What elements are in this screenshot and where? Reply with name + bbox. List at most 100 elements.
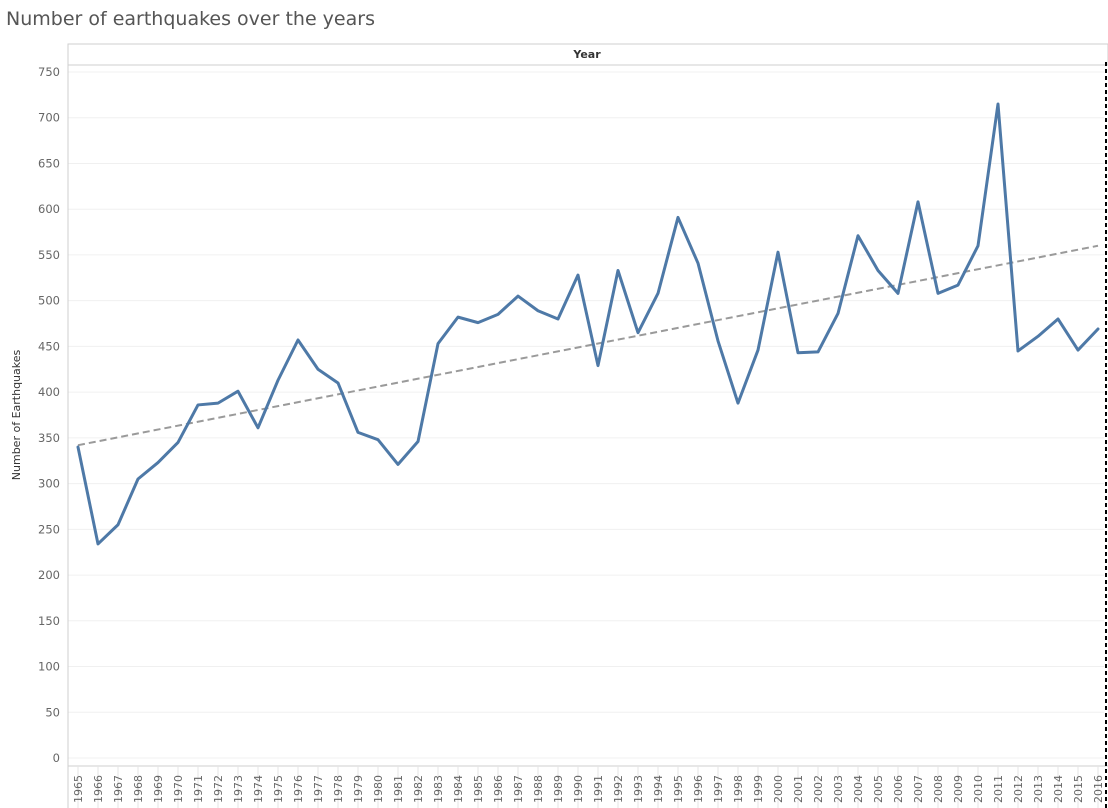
data-point-1971[interactable] [197, 403, 200, 406]
x-tick-2001: 2001 [792, 775, 805, 803]
data-point-2002[interactable] [817, 350, 820, 353]
y-axis-title: Number of Earthquakes [10, 350, 23, 481]
data-point-1980[interactable] [377, 438, 380, 441]
x-tick-2010: 2010 [972, 775, 985, 803]
x-tick-1967: 1967 [112, 775, 125, 803]
data-point-2004[interactable] [857, 234, 860, 237]
data-point-2016[interactable] [1097, 328, 1100, 331]
x-tick-1977: 1977 [312, 775, 325, 803]
x-tick-1966: 1966 [92, 775, 105, 803]
y-tick-350: 350 [38, 431, 60, 445]
data-point-1974[interactable] [257, 426, 260, 429]
data-point-2007[interactable] [917, 200, 920, 203]
x-tick-1999: 1999 [752, 775, 765, 803]
y-tick-550: 550 [38, 248, 60, 262]
data-point-1991[interactable] [597, 364, 600, 367]
data-point-1988[interactable] [537, 309, 540, 312]
x-tick-1988: 1988 [532, 775, 545, 803]
chart-title: Number of earthquakes over the years [6, 8, 375, 30]
y-tick-200: 200 [38, 568, 60, 582]
x-axis-title: Year [572, 48, 601, 61]
x-tick-1998: 1998 [732, 775, 745, 803]
data-point-1979[interactable] [357, 431, 360, 434]
data-point-1984[interactable] [457, 316, 460, 319]
data-point-2005[interactable] [877, 269, 880, 272]
data-point-1982[interactable] [417, 440, 420, 443]
data-point-2014[interactable] [1057, 317, 1060, 320]
x-tick-1997: 1997 [712, 775, 725, 803]
data-point-1983[interactable] [437, 342, 440, 345]
data-point-1999[interactable] [757, 349, 760, 352]
data-point-1998[interactable] [737, 402, 740, 405]
x-tick-1982: 1982 [412, 775, 425, 803]
data-point-1977[interactable] [317, 368, 320, 371]
x-tick-1985: 1985 [472, 775, 485, 803]
data-point-1966[interactable] [97, 542, 100, 545]
x-tick-2011: 2011 [992, 775, 1005, 803]
data-point-1970[interactable] [177, 441, 180, 444]
data-point-1969[interactable] [157, 461, 160, 464]
y-tick-700: 700 [38, 111, 60, 125]
data-point-2009[interactable] [957, 284, 960, 287]
data-point-2003[interactable] [837, 312, 840, 315]
y-tick-500: 500 [38, 294, 60, 308]
y-tick-100: 100 [38, 660, 60, 674]
data-point-1989[interactable] [557, 317, 560, 320]
x-tick-2015: 2015 [1072, 775, 1085, 803]
x-tick-1976: 1976 [292, 775, 305, 803]
y-tick-250: 250 [38, 522, 60, 536]
x-tick-2000: 2000 [772, 775, 785, 803]
data-point-1990[interactable] [577, 274, 580, 277]
data-point-2000[interactable] [777, 251, 780, 254]
data-point-2012[interactable] [1017, 349, 1020, 352]
data-point-1986[interactable] [497, 313, 500, 316]
x-tick-2014: 2014 [1052, 775, 1065, 803]
x-tick-2013: 2013 [1032, 775, 1045, 803]
data-point-1967[interactable] [117, 523, 120, 526]
data-point-2010[interactable] [977, 244, 980, 247]
data-point-1992[interactable] [617, 269, 620, 272]
data-point-1972[interactable] [217, 402, 220, 405]
data-point-1965[interactable] [77, 446, 80, 449]
data-point-2013[interactable] [1037, 335, 1040, 338]
data-point-1994[interactable] [657, 292, 660, 295]
x-tick-2009: 2009 [952, 775, 965, 803]
x-tick-1994: 1994 [652, 775, 665, 803]
data-point-2008[interactable] [937, 292, 940, 295]
x-tick-1993: 1993 [632, 775, 645, 803]
x-tick-1987: 1987 [512, 775, 525, 803]
x-tick-1979: 1979 [352, 775, 365, 803]
data-point-1976[interactable] [297, 338, 300, 341]
data-point-1995[interactable] [677, 216, 680, 219]
x-tick-2012: 2012 [1012, 775, 1025, 803]
x-tick-1991: 1991 [592, 775, 605, 803]
data-point-1985[interactable] [477, 321, 480, 324]
data-point-1975[interactable] [277, 379, 280, 382]
data-point-1973[interactable] [237, 390, 240, 393]
data-point-1993[interactable] [637, 331, 640, 334]
x-tick-1984: 1984 [452, 775, 465, 803]
x-tick-1973: 1973 [232, 775, 245, 803]
data-point-1978[interactable] [337, 381, 340, 384]
data-point-2001[interactable] [797, 351, 800, 354]
x-tick-1974: 1974 [252, 775, 265, 803]
data-point-1997[interactable] [717, 339, 720, 342]
x-tick-1968: 1968 [132, 775, 145, 803]
data-point-1987[interactable] [517, 295, 520, 298]
x-tick-1992: 1992 [612, 775, 625, 803]
gridlines [68, 71, 1104, 759]
data-point-2011[interactable] [997, 103, 1000, 106]
data-point-2006[interactable] [897, 292, 900, 295]
y-tick-labels: 0 50 100 150 200 250 300 350 400 450 500 550 600 650 7… [38, 65, 60, 765]
data-point-2015[interactable] [1077, 349, 1080, 352]
x-tick-2004: 2004 [852, 775, 865, 803]
data-point-1981[interactable] [397, 463, 400, 466]
data-point-1968[interactable] [137, 478, 140, 481]
x-tick-1995: 1995 [672, 775, 685, 803]
y-tick-600: 600 [38, 202, 60, 216]
x-tick-1980: 1980 [372, 775, 385, 803]
y-tick-50: 50 [45, 705, 60, 719]
data-point-1996[interactable] [697, 262, 700, 265]
y-tick-150: 150 [38, 614, 60, 628]
